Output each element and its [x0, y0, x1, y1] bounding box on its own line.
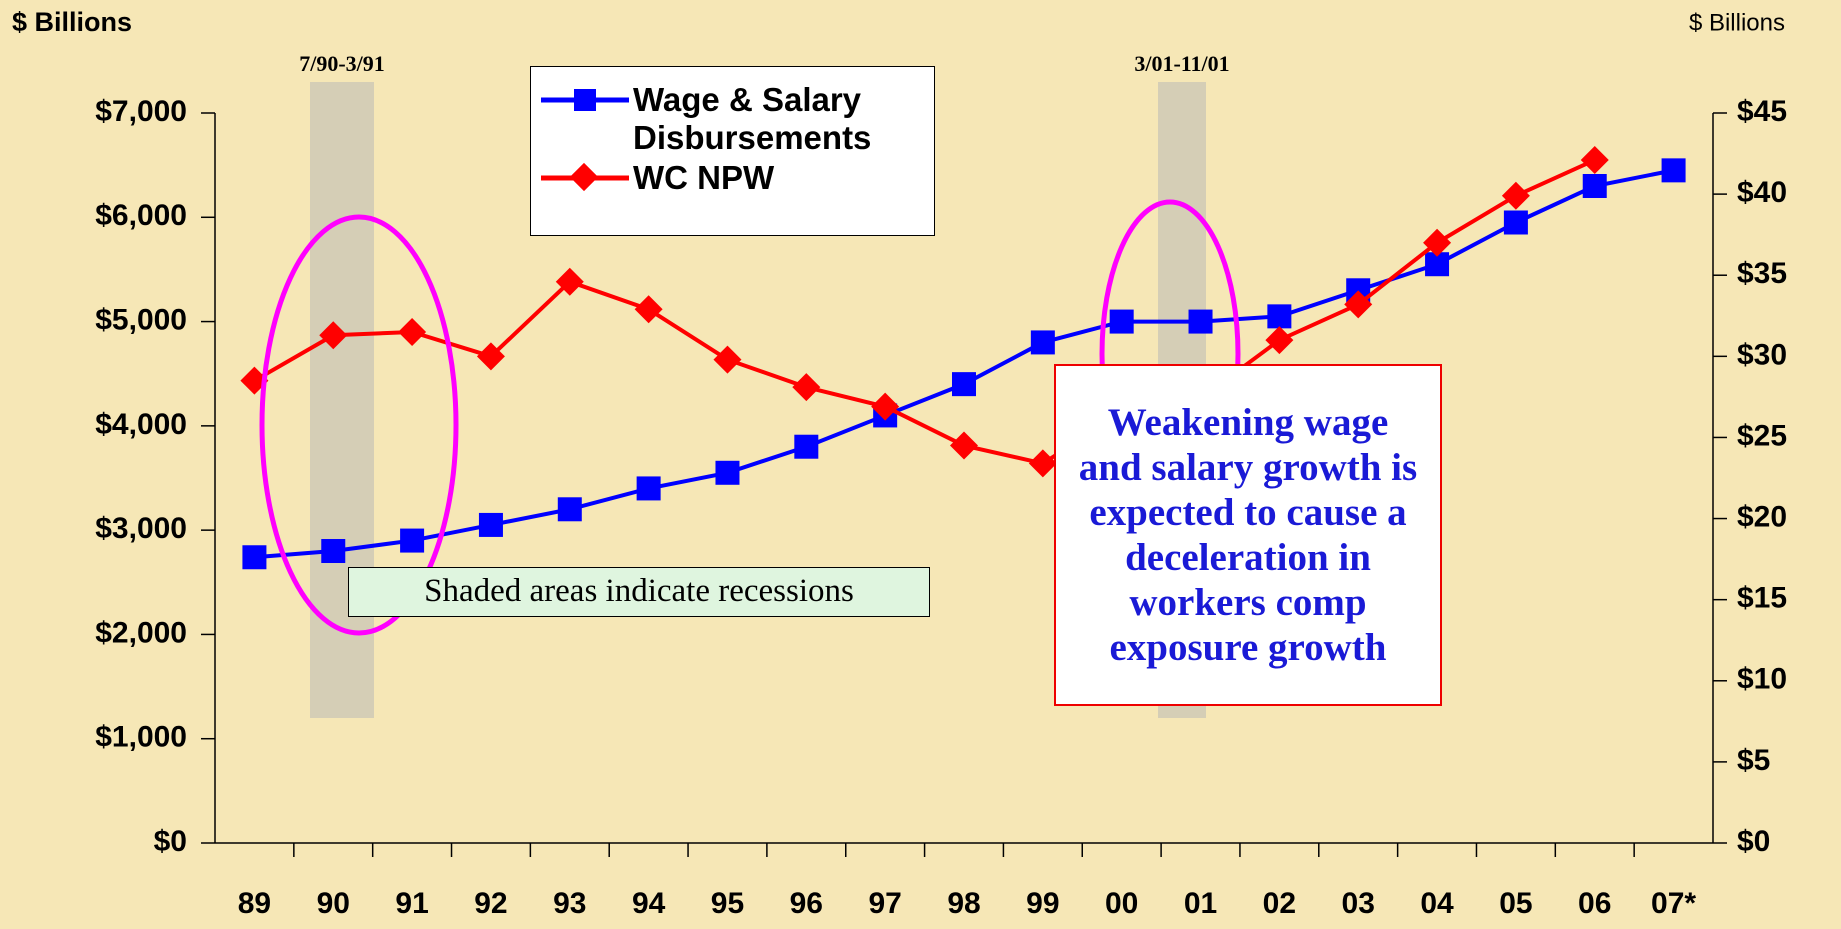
marker	[952, 372, 976, 397]
legend-label: Wage & Salary Disbursements	[633, 81, 872, 156]
y-tick-label: $2,000	[95, 616, 187, 649]
y-tick-label: $0	[154, 825, 187, 858]
marker	[1501, 181, 1530, 210]
marker	[792, 373, 821, 402]
marker	[636, 476, 661, 501]
shading-note: Shaded areas indicate recessions	[348, 567, 930, 617]
marker	[1188, 309, 1213, 334]
y-tick-label: $5,000	[95, 303, 187, 336]
marker	[476, 342, 505, 371]
y2-tick-label: $0	[1737, 825, 1770, 858]
marker	[1423, 228, 1452, 257]
x-tick-label: 07*	[1651, 887, 1696, 920]
y-tick-label: $4,000	[95, 408, 187, 441]
annotation: Weakening wage and salary growth is expe…	[1054, 364, 1442, 706]
highlight-ellipse	[259, 214, 459, 636]
y-tick-label: $6,000	[95, 199, 187, 232]
legend-entry: Wage & Salary Disbursements	[537, 81, 933, 157]
series-line	[253, 158, 1596, 466]
marker	[1030, 330, 1055, 355]
y2-tick-label: $30	[1737, 338, 1787, 371]
marker	[400, 528, 425, 553]
marker	[557, 497, 582, 522]
x-tick-label: 05	[1499, 887, 1532, 920]
marker	[555, 267, 584, 296]
x-tick-label: 93	[553, 887, 586, 920]
x-tick-label: 94	[632, 887, 666, 920]
x-tick-label: 92	[474, 887, 507, 920]
marker	[1582, 174, 1607, 198]
marker	[1503, 210, 1528, 235]
x-tick-label: 91	[395, 887, 428, 920]
x-tick-label: 01	[1184, 887, 1217, 920]
x-tick-label: 04	[1420, 887, 1454, 920]
x-tick-label: 00	[1105, 887, 1138, 920]
x-tick-label: 96	[790, 887, 823, 920]
x-tick-label: 06	[1578, 887, 1611, 920]
x-tick-label: 89	[238, 887, 271, 920]
marker	[634, 295, 663, 324]
x-tick-label: 03	[1342, 887, 1375, 920]
y2-tick-label: $10	[1737, 663, 1787, 696]
legend-entry: WC NPW	[537, 159, 933, 197]
y2-tick-label: $35	[1737, 257, 1787, 290]
marker	[398, 318, 427, 346]
y-tick-label: $1,000	[95, 721, 187, 754]
plot-area: $0 $1,000 $2,000 $3,000 $4,000 $5,000 $6,000 $7…	[95, 95, 1787, 920]
marker	[321, 539, 346, 563]
marker	[1580, 146, 1609, 175]
legend: Wage & Salary Disbursements WC NPW	[530, 66, 935, 236]
marker	[950, 431, 978, 460]
marker	[871, 392, 900, 421]
marker	[1344, 290, 1373, 319]
marker	[713, 345, 742, 374]
y2-tick-label: $15	[1737, 582, 1787, 615]
y-tick-label: $3,000	[95, 512, 187, 545]
marker	[478, 512, 503, 537]
legend-swatch	[541, 162, 629, 192]
y2-tick-label: $40	[1737, 176, 1787, 209]
marker	[1265, 326, 1294, 355]
y2-tick-label: $45	[1737, 95, 1787, 128]
legend-label: WC NPW	[633, 159, 775, 196]
y2-tick-label: $5	[1737, 744, 1770, 777]
x-tick-label: 97	[868, 887, 901, 920]
x-tick-label: 99	[1026, 887, 1059, 920]
recession-shade	[310, 82, 374, 718]
marker	[715, 460, 740, 485]
recession-label: 3/01-11/01	[1134, 51, 1229, 76]
y-axis-label: $ Billions	[12, 7, 132, 37]
marker	[1028, 449, 1057, 478]
y-tick-label: $7,000	[95, 95, 187, 128]
recession-label: 7/90-3/91	[299, 51, 385, 76]
marker	[1661, 158, 1686, 183]
y2-axis-label: $ Billions	[1689, 9, 1785, 36]
x-tick-label: 90	[317, 887, 350, 920]
marker	[1109, 309, 1134, 334]
marker	[794, 434, 819, 459]
x-tick-label: 95	[711, 887, 744, 920]
marker	[1267, 304, 1292, 329]
y2-tick-label: $25	[1737, 419, 1787, 452]
legend-swatch	[541, 89, 629, 111]
x-tick-label: 98	[947, 887, 980, 920]
y2-tick-label: $20	[1737, 500, 1787, 533]
marker	[319, 321, 348, 350]
marker	[242, 545, 267, 570]
x-tick-label: 02	[1263, 887, 1296, 920]
